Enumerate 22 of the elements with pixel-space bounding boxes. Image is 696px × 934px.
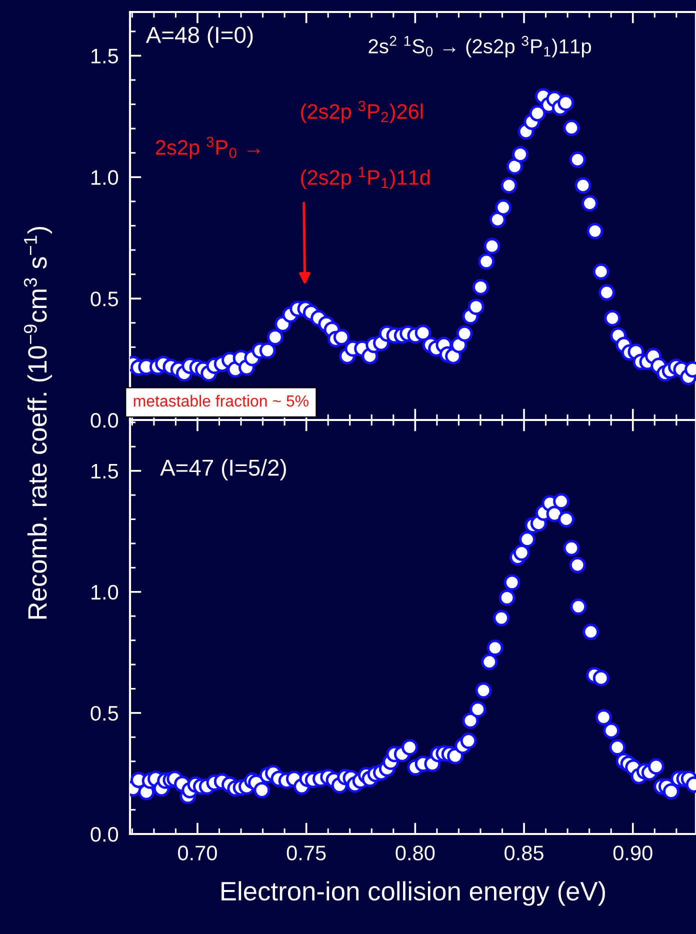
- annotation: 2s2p $^{3}$P$_{0}$ →: [156, 136, 260, 159]
- y-tick-label: 1.0: [92, 584, 118, 600]
- x-tick-label: 0.90: [613, 846, 652, 860]
- annotation: (2s2p $^{1}$P$_{1}$)11d: [301, 166, 430, 189]
- text: 2s$^{2 1}$S$_{0}$ → (2s2p $^{3}$P$_{1}$)11p: [368, 36, 592, 58]
- x-tick-label: 0.75: [286, 846, 326, 860]
- x-tick-label: 0.85: [504, 846, 544, 860]
- annotation: A=47 (I=5/2): [160, 459, 286, 480]
- x-tick-label: 0.80: [396, 846, 435, 860]
- y-tick-label: 1.5: [92, 464, 118, 479]
- y-axis-title: Recomb. rate coeff. (10$^{−9}$cm$^{3}$ s$^{−1}$): [24, 226, 52, 619]
- annotation: metastable fraction ~ 5%: [134, 394, 308, 407]
- y-tick-label: 0.0: [90, 827, 118, 842]
- x-axis-title: Electron-ion collision energy (eV): [222, 881, 605, 906]
- y-tick-label: 1.5: [92, 48, 118, 64]
- y-tick-label: 0.5: [90, 292, 118, 306]
- annotation: (2s2p $^{3}$P$_{2}$)26l: [301, 100, 423, 124]
- x-tick-label: 0.70: [178, 846, 217, 860]
- annotation: A=48 (I=0): [146, 26, 253, 48]
- y-tick-label: 0.5: [90, 706, 118, 721]
- y-tick-label: 1.0: [92, 170, 118, 185]
- y-tick-label: 0.0: [90, 413, 118, 428]
